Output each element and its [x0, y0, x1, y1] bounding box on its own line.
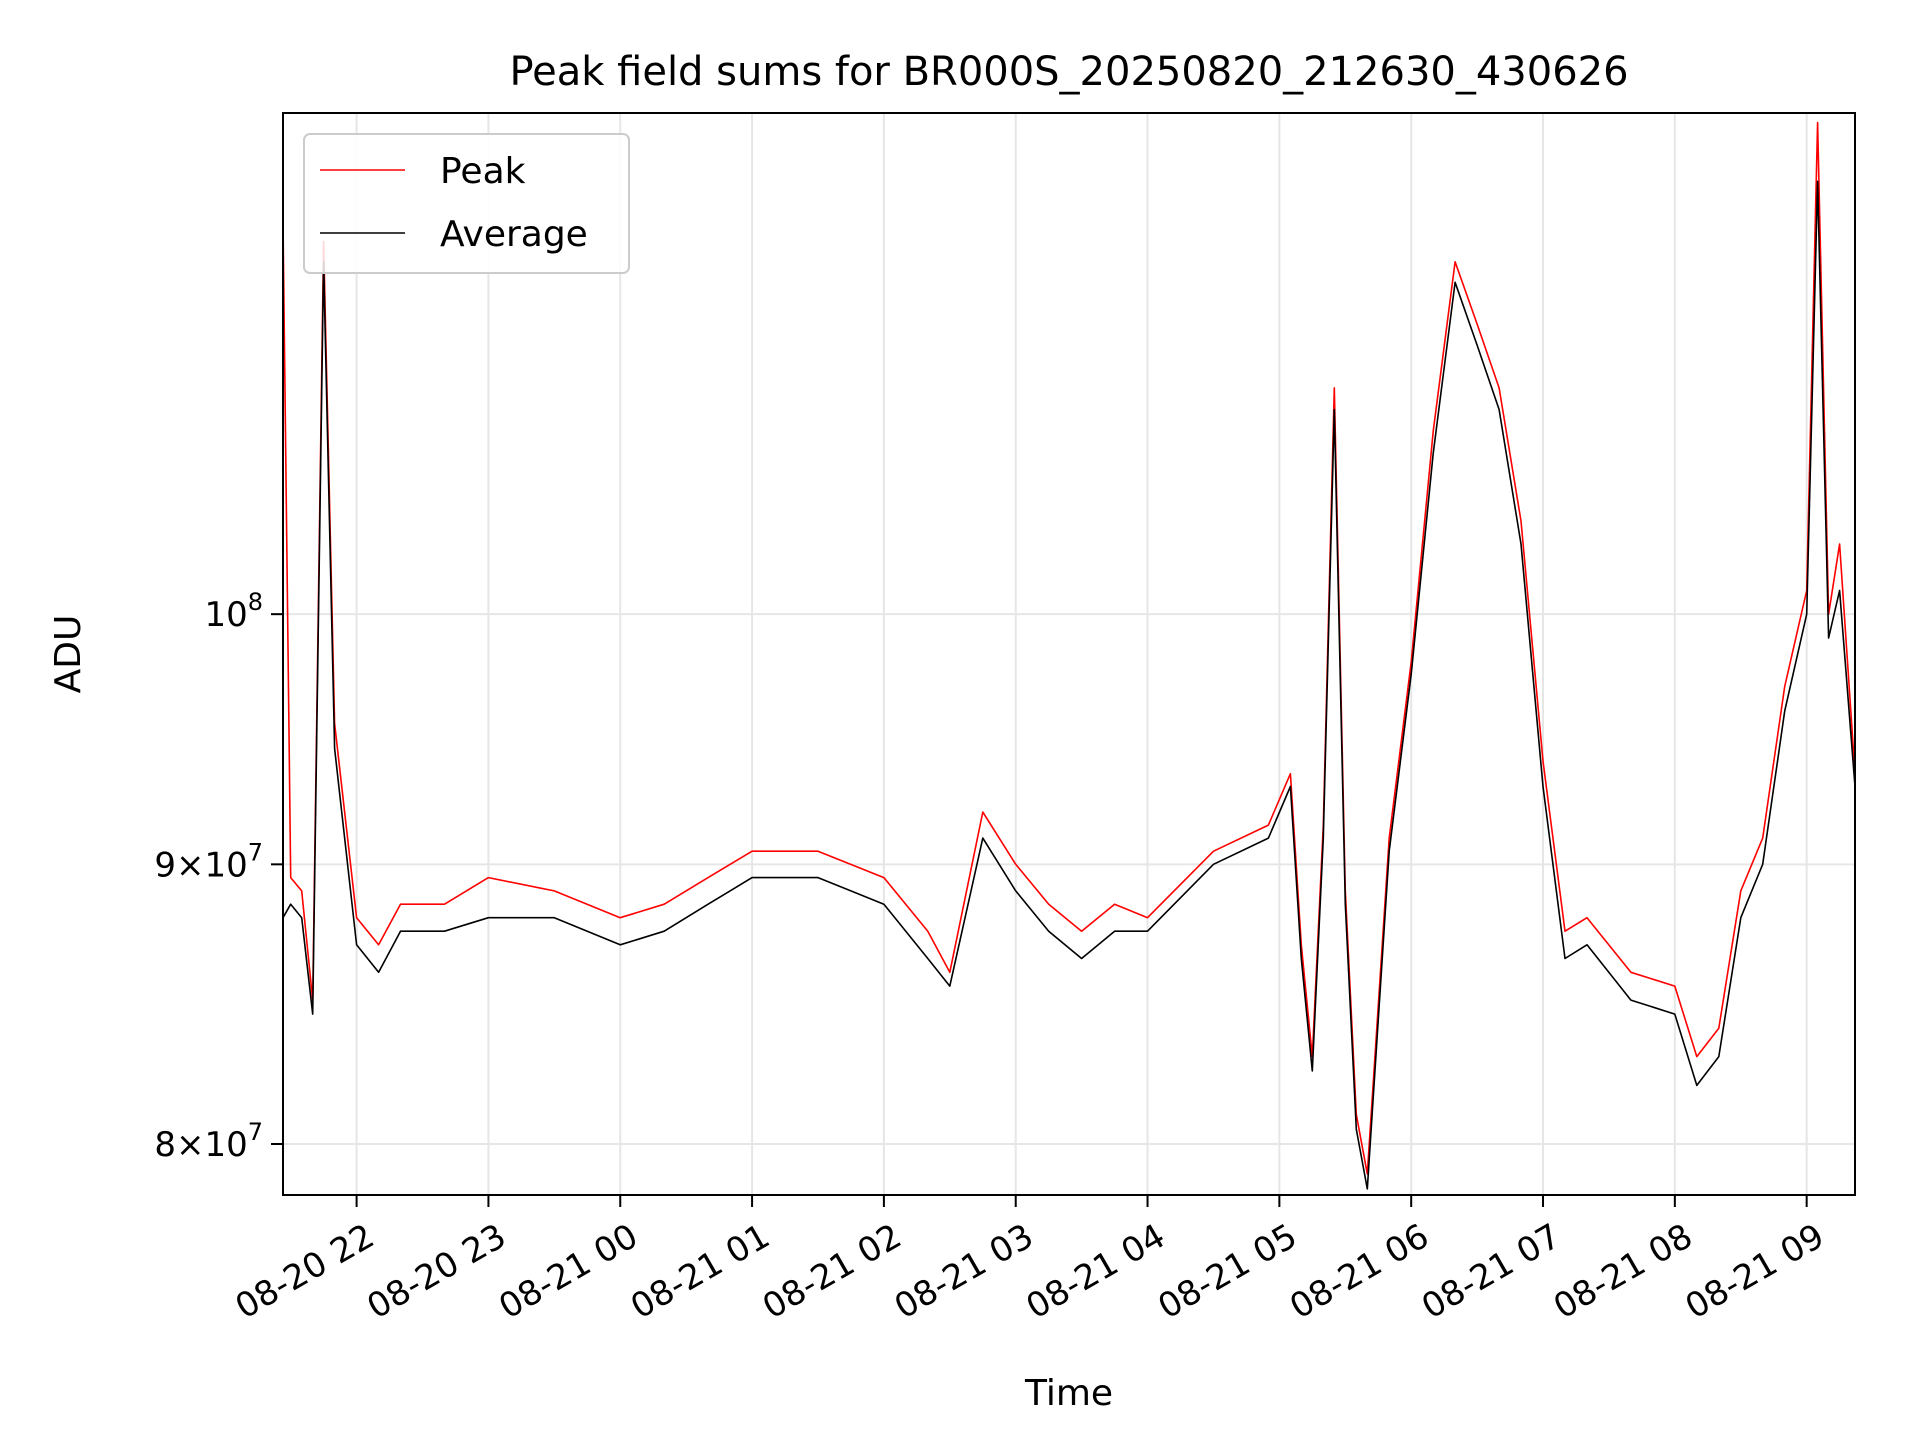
legend-average-label: Average — [440, 214, 588, 255]
y-axis: 8×107 9×107 108 — [154, 588, 283, 1165]
legend-box — [303, 133, 630, 274]
y-tick-label: 8×107 — [154, 1118, 263, 1165]
y-axis-label: ADU — [48, 615, 89, 694]
legend: Peak Average — [303, 133, 630, 274]
plot-lines — [282, 121, 1856, 1190]
chart-title: Peak field sums for BR000S_20250820_2126… — [509, 49, 1628, 95]
series-line-peak — [282, 121, 1856, 1175]
legend-peak-label: Peak — [440, 151, 526, 192]
y-tick-label: 9×107 — [154, 838, 263, 885]
x-axis-label: Time — [1024, 1373, 1113, 1414]
plot-frame — [282, 112, 1856, 1196]
grid — [283, 113, 1855, 1195]
y-tick-label: 108 — [204, 588, 263, 635]
series-line-average — [282, 180, 1856, 1190]
